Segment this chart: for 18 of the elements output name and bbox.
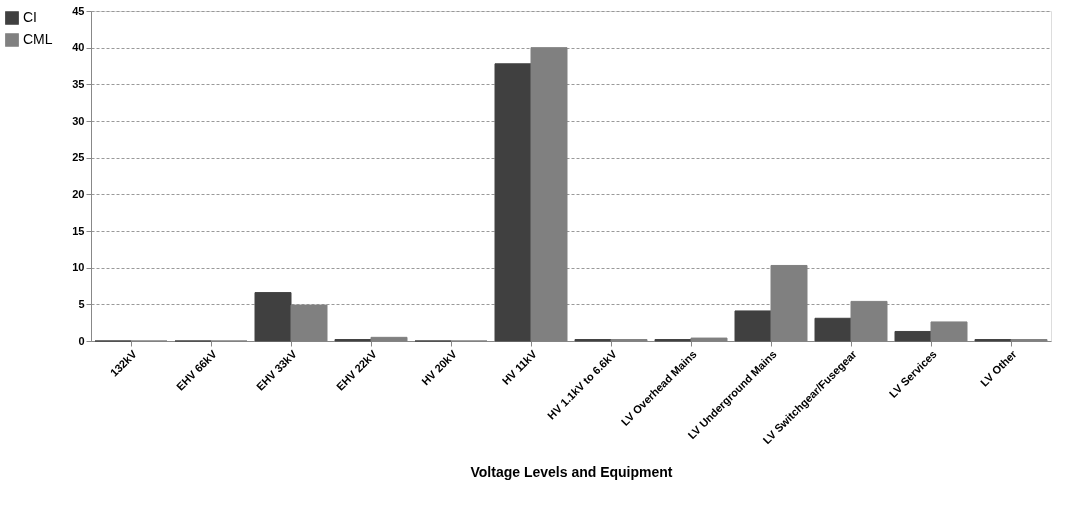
y-tick-label: 45 <box>72 4 85 17</box>
y-tick-label: 35 <box>72 77 85 90</box>
y-tick-label: 40 <box>72 41 85 54</box>
y-tick-label: 0 <box>78 334 85 347</box>
y-tick-label: 20 <box>72 187 85 200</box>
legend-label: CI <box>23 9 37 25</box>
y-tick-label: 5 <box>78 297 85 310</box>
legend-label: CML <box>23 31 53 47</box>
y-tick-label: 15 <box>72 224 85 237</box>
bar <box>814 317 852 342</box>
bar <box>734 310 772 342</box>
y-tick-label: 30 <box>72 114 85 127</box>
x-axis-title: Voltage Levels and Equipment <box>470 464 673 481</box>
y-tick-label: 10 <box>72 261 85 274</box>
bar <box>494 63 532 342</box>
bar <box>254 292 292 342</box>
bar <box>894 330 932 342</box>
y-tick-label: 25 <box>72 151 85 164</box>
